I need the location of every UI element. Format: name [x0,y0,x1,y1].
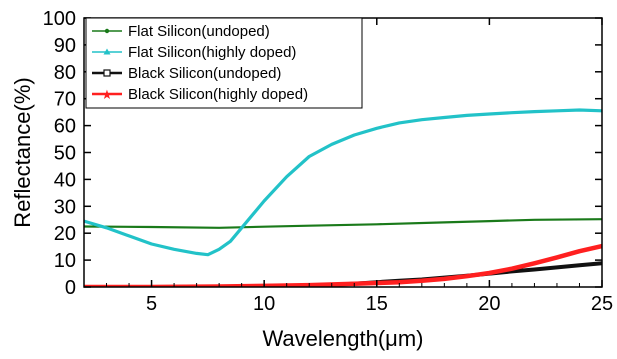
legend-label-2: Flat Silicon(highly doped) [128,44,296,61]
series-line-1 [84,218,602,229]
legend-box [85,17,363,109]
legend-marker-star: ★ [101,88,113,103]
tick-labels-layer: 5 10 15 20 25 0 10 20 30 40 50 60 70 80 90 100 [43,8,614,315]
legend-marker-square [103,69,111,77]
y-tick-label: 60 [54,116,76,138]
series-line-4 [84,243,602,287]
legend: Flat Silicon(undoped) Flat Silicon(highly… [85,17,363,109]
y-tick-label: 90 [54,35,76,57]
x-tick-label: 15 [366,293,388,315]
legend-marker-dot [104,28,110,34]
x-tick-label: 5 [146,293,157,315]
y-tick-label: 70 [54,89,76,111]
legend-label-4: Black Silicon(highly doped) [128,86,308,103]
y-tick-label: 0 [65,277,76,299]
y-tick-label: 50 [54,143,76,165]
y-tick-label: 40 [54,169,76,191]
y-tick-label: 80 [54,62,76,84]
y-axis-title: Reflectance(%) [10,77,35,227]
x-tick-label: 10 [253,293,275,315]
series-line-2 [84,108,602,257]
y-tick-label: 20 [54,223,76,245]
series-layer [84,108,602,287]
y-tick-label: 100 [43,8,76,30]
legend-marker-triangle [103,48,111,55]
legend-label-1: Flat Silicon(undoped) [128,23,270,40]
x-tick-label: 25 [591,293,613,315]
y-tick-label: 30 [54,196,76,218]
legend-label-3: Black Silicon(undoped) [128,65,281,82]
x-axis-title: Wavelength(μm) [262,326,423,351]
y-tick-label: 10 [54,250,76,272]
x-tick-label: 20 [478,293,500,315]
